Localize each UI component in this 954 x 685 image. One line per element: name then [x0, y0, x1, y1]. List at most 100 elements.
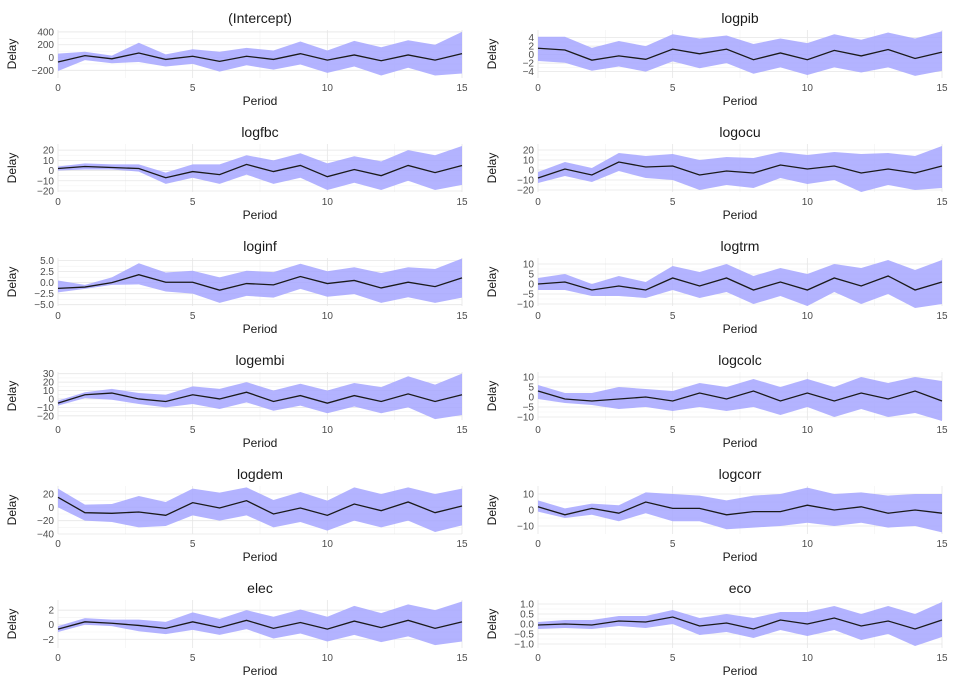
chart-2-ytick-label: 0 [48, 166, 54, 177]
chart-3-series-line [537, 161, 943, 179]
chart-7-xtick-label: 0 [535, 425, 541, 436]
chart-11-series-line [537, 616, 943, 630]
chart-8-xtick-label: 0 [55, 539, 61, 550]
chart-10-ytick-label: 2 [48, 606, 54, 617]
chart-0-xtick-label: 5 [190, 83, 196, 94]
chart-6-title: logembi [235, 352, 285, 368]
chart-2-xtick-label: 10 [322, 197, 334, 208]
chart-7-ytick-label: −10 [517, 413, 534, 424]
chart-8-ylabel: Delay [5, 494, 19, 526]
chart-3-xtick-label: 0 [535, 197, 541, 208]
chart-9-xtick-label: 15 [936, 539, 948, 550]
chart-8-confidence-band [58, 487, 462, 532]
chart-2-xtick-label: 15 [456, 197, 468, 208]
chart-1-xtick-label: 5 [670, 83, 676, 94]
chart-7-ytick-label: −5 [523, 403, 535, 414]
chart-9-ytick-label: −10 [517, 522, 534, 533]
chart-0-ytick-label: 400 [37, 27, 54, 38]
chart-9-confidence-band [538, 487, 942, 533]
chart-4-ytick-label: −5.0 [34, 300, 54, 311]
chart-6-ytick-label: 30 [43, 369, 55, 380]
chart-7-series-line [537, 390, 943, 402]
chart-5-ytick-label: −10 [517, 300, 534, 311]
chart-4-ytick-label: 2.5 [40, 267, 54, 278]
chart-5-series-line [537, 275, 943, 291]
chart-4-title: loginf [243, 238, 277, 254]
chart-1-panel: logpib −4 −2 0 2 4 0 5 10 15 Period Delay [480, 0, 954, 114]
chart-3-xtick-label: 15 [936, 197, 948, 208]
chart-1-xtick-label: 10 [802, 83, 814, 94]
chart-7-xtick-label: 5 [670, 425, 676, 436]
chart-0-xtick-label: 10 [322, 83, 334, 94]
chart-6-xlabel: Period [242, 436, 278, 450]
chart-10-xtick-label: 10 [322, 653, 334, 664]
chart-11-xtick-label: 0 [535, 653, 541, 664]
chart-1-confidence-band [538, 31, 942, 76]
chart-8-title: logdem [237, 466, 283, 482]
chart-0-ytick-label: 200 [37, 40, 54, 51]
chart-6-ytick-label: −20 [37, 411, 54, 422]
chart-8-ytick-label: −40 [37, 530, 54, 541]
chart-0-series-line [57, 52, 463, 63]
chart-3-xlabel: Period [722, 208, 758, 222]
chart-11-ytick-label: 0.5 [520, 610, 534, 621]
chart-5-xtick-label: 5 [670, 311, 676, 322]
chart-7-ytick-label: 0 [528, 393, 534, 404]
chart-9-ytick-label: 0 [528, 506, 534, 517]
chart-6-ytick-label: 20 [43, 378, 55, 389]
chart-9-xtick-label: 10 [802, 539, 814, 550]
chart-2-ytick-label: 10 [43, 156, 55, 167]
chart-8-series-line [57, 496, 463, 517]
chart-10-title: elec [247, 580, 273, 596]
chart-8-panel: logdem −40 −20 0 20 0 5 10 15 Period Delay [0, 456, 474, 570]
chart-6-ytick-label: 0 [48, 394, 54, 405]
chart-8-ytick-label: 20 [43, 490, 55, 501]
chart-6-panel: logembi −20 −10 0 10 20 30 0 5 10 15 Period Delay [0, 342, 474, 456]
chart-2-xtick-label: 5 [190, 197, 196, 208]
chart-0-ylabel: Delay [5, 38, 19, 70]
chart-10-ytick-label: −2 [43, 635, 55, 646]
chart-5-ytick-label: 10 [523, 260, 535, 271]
chart-11-xtick-label: 10 [802, 653, 814, 664]
chart-10-ylabel: Delay [5, 608, 19, 640]
chart-6-xtick-label: 15 [456, 425, 468, 436]
chart-1-series-line [537, 47, 943, 61]
chart-9-title: logcorr [718, 466, 762, 482]
chart-1-ytick-label: 4 [528, 33, 534, 44]
chart-1-xtick-label: 15 [936, 83, 948, 94]
chart-3-confidence-band [538, 146, 942, 192]
chart-5-ytick-label: 0 [528, 280, 534, 291]
chart-7-xtick-label: 15 [936, 425, 948, 436]
chart-6-ytick-label: −10 [37, 403, 54, 414]
chart-9-xtick-label: 5 [670, 539, 676, 550]
chart-10-series-line [57, 619, 463, 630]
chart-2-xlabel: Period [242, 208, 278, 222]
chart-9-ylabel: Delay [485, 494, 499, 526]
chart-10-confidence-band [58, 601, 462, 646]
chart-8-xtick-label: 5 [190, 539, 196, 550]
chart-5-title: logtrm [720, 238, 760, 254]
chart-5-xtick-label: 0 [535, 311, 541, 322]
chart-3-xtick-label: 10 [802, 197, 814, 208]
chart-10-xlabel: Period [242, 664, 278, 678]
chart-4-plot: −5.0−2.50.02.55.0 0 5 10 15 [34, 256, 468, 322]
chart-4-ytick-label: 5.0 [40, 256, 54, 267]
chart-10-xtick-label: 5 [190, 653, 196, 664]
chart-7-xtick-label: 10 [802, 425, 814, 436]
chart-4-ytick-label: −2.5 [34, 289, 54, 300]
chart-9-xtick-label: 0 [535, 539, 541, 550]
chart-8-xtick-label: 10 [322, 539, 334, 550]
chart-7-ylabel: Delay [485, 380, 499, 412]
chart-1-xlabel: Period [722, 94, 758, 108]
chart-11-ytick-label: 0.0 [520, 620, 534, 631]
chart-1-ytick-label: −2 [523, 59, 535, 70]
chart-2-ytick-label: −20 [37, 186, 54, 197]
chart-11-ytick-label: −0.5 [514, 630, 534, 641]
chart-9-xlabel: Period [722, 550, 758, 564]
chart-4-ylabel: Delay [5, 266, 19, 298]
chart-8-ytick-label: −20 [37, 516, 54, 527]
chart-1-xtick-label: 0 [535, 83, 541, 94]
